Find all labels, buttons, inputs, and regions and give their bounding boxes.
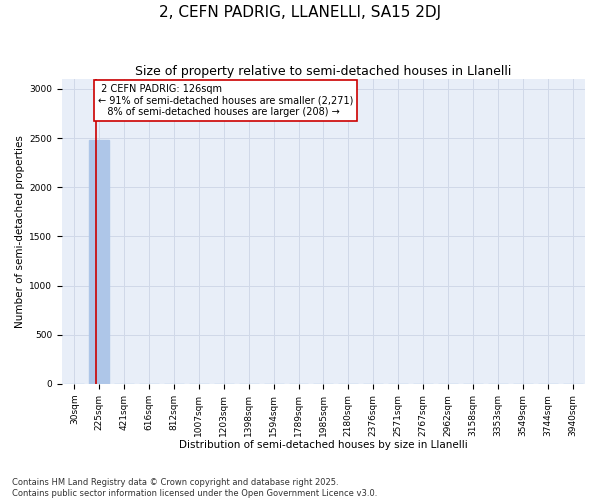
Text: Contains HM Land Registry data © Crown copyright and database right 2025.
Contai: Contains HM Land Registry data © Crown c…	[12, 478, 377, 498]
X-axis label: Distribution of semi-detached houses by size in Llanelli: Distribution of semi-detached houses by …	[179, 440, 468, 450]
Y-axis label: Number of semi-detached properties: Number of semi-detached properties	[15, 135, 25, 328]
Text: 2, CEFN PADRIG, LLANELLI, SA15 2DJ: 2, CEFN PADRIG, LLANELLI, SA15 2DJ	[159, 5, 441, 20]
Title: Size of property relative to semi-detached houses in Llanelli: Size of property relative to semi-detach…	[135, 65, 512, 78]
Bar	[89, 140, 109, 384]
Text: 2 CEFN PADRIG: 126sqm
← 91% of semi-detached houses are smaller (2,271)
   8% of: 2 CEFN PADRIG: 126sqm ← 91% of semi-deta…	[98, 84, 353, 117]
